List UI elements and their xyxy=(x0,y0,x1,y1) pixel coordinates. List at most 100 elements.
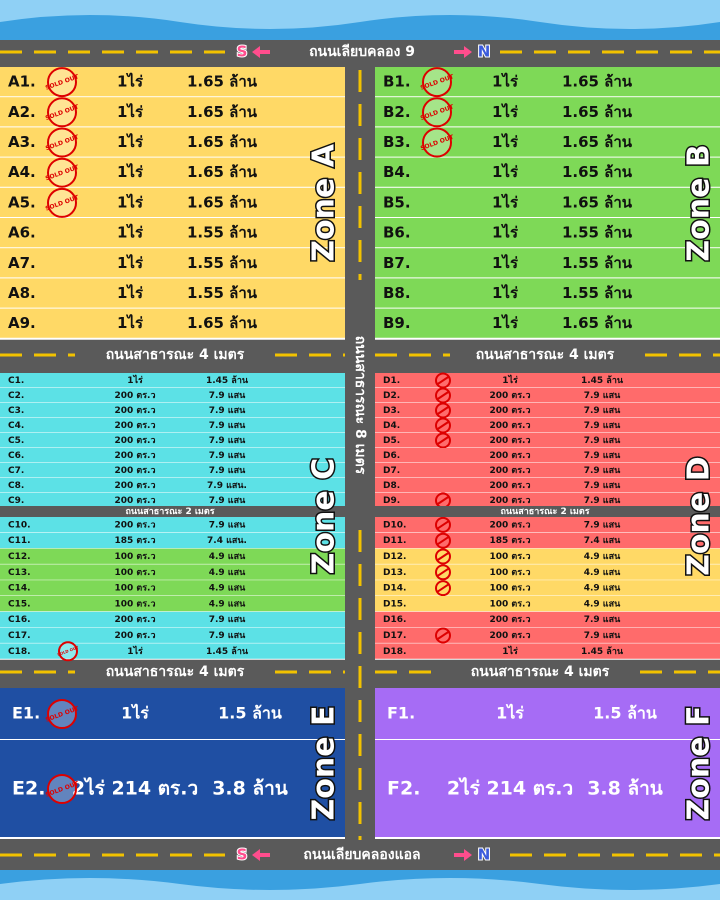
lot-area: 200 ตร.ว xyxy=(489,466,530,476)
road-label: ถนนสาธารณะ 8 เมตร xyxy=(352,336,368,475)
lot-row xyxy=(375,493,720,508)
lot-id: D8. xyxy=(383,481,400,491)
lot-row xyxy=(0,627,345,644)
lot-row xyxy=(375,580,720,596)
lot-row xyxy=(375,248,720,279)
lot-id: E2. xyxy=(12,778,45,800)
lot-price: 7.9 แสน. xyxy=(207,481,247,491)
lot-price: 7.9 แสน xyxy=(209,496,246,506)
sold-stamp xyxy=(435,548,451,565)
lot-id: C5. xyxy=(8,436,24,446)
lot-row xyxy=(0,596,345,612)
lot-id: D2. xyxy=(383,391,400,401)
lot-id: D6. xyxy=(383,451,400,461)
lot-price: 4.9 แสน xyxy=(584,568,621,578)
lot-area: 1ไร่ xyxy=(117,72,144,91)
lot-price: 1.65 ล้าน xyxy=(187,133,258,151)
arrow-left xyxy=(252,849,270,861)
lot-id: D9. xyxy=(383,496,400,506)
lot-price: 4.9 แสน xyxy=(584,552,621,562)
lot-id: C12. xyxy=(8,552,31,562)
lot-price: 1.55 ล้าน xyxy=(562,284,633,302)
lot-area: 185 ตร.ว xyxy=(489,536,530,546)
lot-id: D15. xyxy=(383,599,406,609)
lot-row xyxy=(375,187,720,218)
lot-area: 100 ตร.ว xyxy=(114,568,155,578)
lot-area: 1ไร่ xyxy=(492,132,519,151)
north-marker: N xyxy=(478,43,491,61)
lot-price: 7.9 แสน xyxy=(209,406,246,416)
lot-row xyxy=(375,433,720,448)
zone-label: Zone A xyxy=(307,143,342,262)
lot-row xyxy=(0,611,345,628)
lot-area: 1ไร่ xyxy=(117,313,144,332)
lot-area: 1ไร่ xyxy=(502,645,518,657)
lot-price: 7.9 แสน xyxy=(209,436,246,446)
lot-id: C3. xyxy=(8,406,24,416)
lot-area: 1ไร่ xyxy=(117,162,144,181)
lot-row xyxy=(375,478,720,493)
lot-area: 200 ตร.ว xyxy=(489,451,530,461)
lot-id: E1. xyxy=(12,704,40,723)
lot-price: 1.65 ล้าน xyxy=(187,163,258,181)
lot-area: 1ไร่ xyxy=(121,704,149,723)
lot-row xyxy=(375,67,720,98)
lot-price: 1.65 ล้าน xyxy=(187,73,258,91)
lot-area: 200 ตร.ว xyxy=(489,436,530,446)
lot-price: 1.65 ล้าน xyxy=(562,193,633,211)
lot-area: 200 ตร.ว xyxy=(489,520,530,530)
lot-id: C17. xyxy=(8,631,31,641)
lot-id: B8. xyxy=(383,284,411,302)
lot-row xyxy=(0,373,345,388)
lot-id: C14. xyxy=(8,584,31,594)
lot-area: 2ไร่ 214 ตร.ว xyxy=(72,777,198,800)
lot-area: 200 ตร.ว xyxy=(489,391,530,401)
lot-price: 1.5 ล้าน xyxy=(593,704,657,723)
lot-price: 1.55 ล้าน xyxy=(562,224,633,242)
sold-stamp xyxy=(435,432,451,449)
lot-area: 185 ตร.ว xyxy=(114,536,155,546)
lot-area: 200 ตร.ว xyxy=(114,406,155,416)
lot-price: 1.55 ล้าน xyxy=(187,254,258,272)
zone-label: Zone E xyxy=(307,705,342,820)
lot-price: 7.9 แสน xyxy=(584,496,621,506)
sold-stamp xyxy=(435,516,451,533)
lot-area: 2ไร่ 214 ตร.ว xyxy=(447,777,573,800)
lot-id: A3. xyxy=(8,133,36,151)
lot-area: 100 ตร.ว xyxy=(489,552,530,562)
lot-id: C13. xyxy=(8,568,31,578)
lot-row xyxy=(0,643,345,660)
arrow-right xyxy=(454,46,472,58)
lot-id: D3. xyxy=(383,406,400,416)
lot-area: 1ไร่ xyxy=(117,192,144,211)
lot-price: 7.9 แสน xyxy=(584,615,621,625)
sub-road xyxy=(375,506,720,517)
sold-strike xyxy=(436,375,450,386)
lot-id: D1. xyxy=(383,376,400,386)
sold-stamp xyxy=(422,127,452,158)
lot-area: 200 ตร.ว xyxy=(114,631,155,641)
sold-stamp xyxy=(47,699,77,729)
sold-stamp xyxy=(47,774,77,804)
lot-price: 7.9 แสน xyxy=(584,466,621,476)
lot-id: C10. xyxy=(8,520,31,530)
lot-area: 1ไร่ xyxy=(117,283,144,302)
lot-row xyxy=(0,517,345,533)
lot-id: C7. xyxy=(8,466,24,476)
lot-id: D16. xyxy=(383,615,406,625)
sold-stamp xyxy=(47,67,77,98)
lot-area: 1ไร่ xyxy=(127,645,143,657)
lot-price: 1.65 ล้าน xyxy=(562,103,633,121)
lot-row xyxy=(375,643,720,660)
sold-strike xyxy=(436,520,450,530)
lot-row xyxy=(0,278,345,309)
lot-price: 1.65 ล้าน xyxy=(187,193,258,211)
lot-row xyxy=(0,532,345,549)
lot-price: 4.9 แสน xyxy=(209,599,246,609)
lot-row xyxy=(0,218,345,249)
lot-area: 100 ตร.ว xyxy=(114,584,155,594)
lot-id: B9. xyxy=(383,314,411,332)
lot-id: C18. xyxy=(8,647,31,657)
lot-price: 1.65 ล้าน xyxy=(187,103,258,121)
lot-row xyxy=(0,433,345,448)
